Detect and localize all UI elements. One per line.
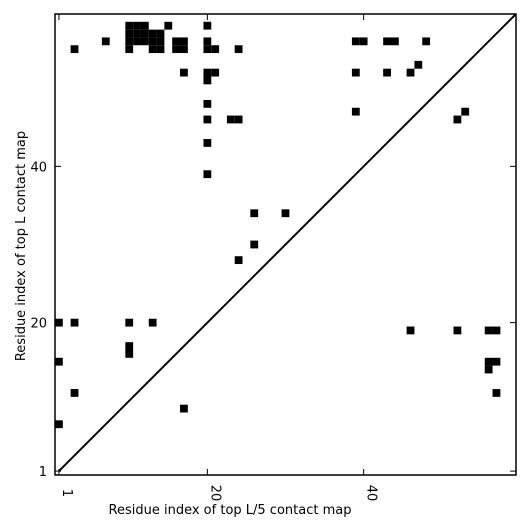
contact-point [383, 68, 391, 77]
contact-point [406, 326, 415, 335]
x-tick-label: 40 [364, 485, 379, 502]
contact-point [140, 21, 149, 30]
contact-point [484, 365, 493, 374]
contact-point [383, 37, 391, 46]
contact-point [125, 349, 134, 358]
contact-point [125, 45, 134, 54]
contact-point [125, 342, 134, 350]
contact-point [140, 29, 149, 38]
contact-point [70, 318, 79, 327]
contact-point [203, 45, 212, 54]
x-axis-label: Residue index of top L/5 contact map [109, 503, 352, 518]
contact-point [156, 37, 165, 46]
contact-point [484, 326, 493, 335]
contact-point [140, 37, 149, 46]
axis-ticks: 1 20 40 1 20 40 [30, 14, 516, 501]
contact-point [125, 21, 134, 30]
contact-point [250, 209, 259, 218]
contact-point [234, 115, 243, 124]
contact-point [156, 45, 165, 54]
y-tick-label: 20 [30, 317, 47, 332]
contact-point [156, 29, 165, 38]
contact-point [390, 37, 399, 46]
contact-point [359, 37, 368, 46]
contact-point [203, 99, 212, 108]
contact-point [281, 209, 290, 218]
contact-point [133, 37, 141, 46]
contact-point [70, 45, 79, 54]
y-tick-label: 40 [30, 160, 47, 175]
contact-point [211, 68, 220, 77]
contact-point [172, 45, 181, 54]
contact-point [180, 68, 188, 77]
contact-point [234, 256, 243, 265]
contact-point [101, 37, 110, 46]
x-tick-label: 20 [207, 485, 222, 502]
x-tick-label: 1 [59, 489, 74, 497]
contact-point [492, 357, 501, 366]
contact-point [55, 357, 63, 366]
contact-markers [55, 21, 501, 429]
y-axis-label: Residue index of top L contact map [14, 131, 29, 361]
contact-point [180, 37, 188, 46]
contact-point [125, 318, 134, 327]
diagonal-line [58, 13, 517, 472]
contact-point [203, 21, 212, 30]
contact-point [172, 37, 181, 46]
contact-point [453, 326, 462, 335]
y-tick-label: 1 [39, 465, 47, 480]
contact-point [422, 37, 431, 46]
contact-point [125, 37, 134, 46]
contact-point [203, 170, 212, 179]
contact-point [414, 60, 423, 69]
contact-point [203, 115, 212, 124]
contact-point [461, 107, 470, 116]
contact-point [453, 115, 462, 124]
contact-point [492, 389, 501, 397]
contact-point [148, 37, 157, 46]
contact-point [250, 240, 259, 249]
contact-point [211, 45, 220, 54]
contact-point [484, 357, 493, 366]
contact-point [351, 107, 360, 116]
contact-point [203, 139, 212, 147]
contact-point [125, 29, 134, 38]
contact-point [148, 29, 157, 38]
contact-point [492, 326, 501, 335]
contact-point [203, 37, 212, 46]
contact-point [133, 21, 141, 30]
contact-point [406, 68, 415, 77]
contact-point [148, 318, 157, 327]
contact-point [164, 21, 173, 30]
contact-point [351, 68, 360, 77]
contact-point [148, 45, 157, 54]
contact-point [351, 37, 360, 46]
contact-point [203, 68, 212, 77]
contact-point [226, 115, 235, 124]
contact-point [55, 420, 63, 429]
contact-point [180, 404, 188, 413]
contact-point [180, 45, 188, 54]
contact-point [234, 45, 243, 54]
contact-point [203, 76, 212, 85]
contact-point [133, 29, 141, 38]
contact-point [70, 389, 79, 397]
plot-frame [54, 13, 517, 476]
